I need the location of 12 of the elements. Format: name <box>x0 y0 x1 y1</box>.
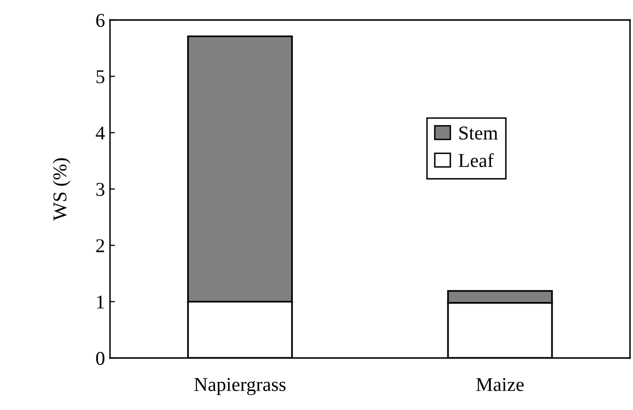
y-axis-title: WS (%) <box>52 158 70 221</box>
y-tick-label: 6 <box>96 14 105 27</box>
legend-label: Stem <box>459 126 498 140</box>
y-tick-label: 0 <box>96 352 104 365</box>
y-tick-label: 4 <box>96 126 105 140</box>
x-tick-label: Maize <box>476 378 524 392</box>
y-tick-label: 2 <box>96 239 104 252</box>
y-tick-label: 5 <box>96 70 104 84</box>
x-tick-label: Napiergrass <box>194 378 286 396</box>
y-tick-label: 1 <box>97 296 104 308</box>
y-tick-label: 3 <box>96 182 104 196</box>
legend-label: Leaf <box>458 153 494 168</box>
